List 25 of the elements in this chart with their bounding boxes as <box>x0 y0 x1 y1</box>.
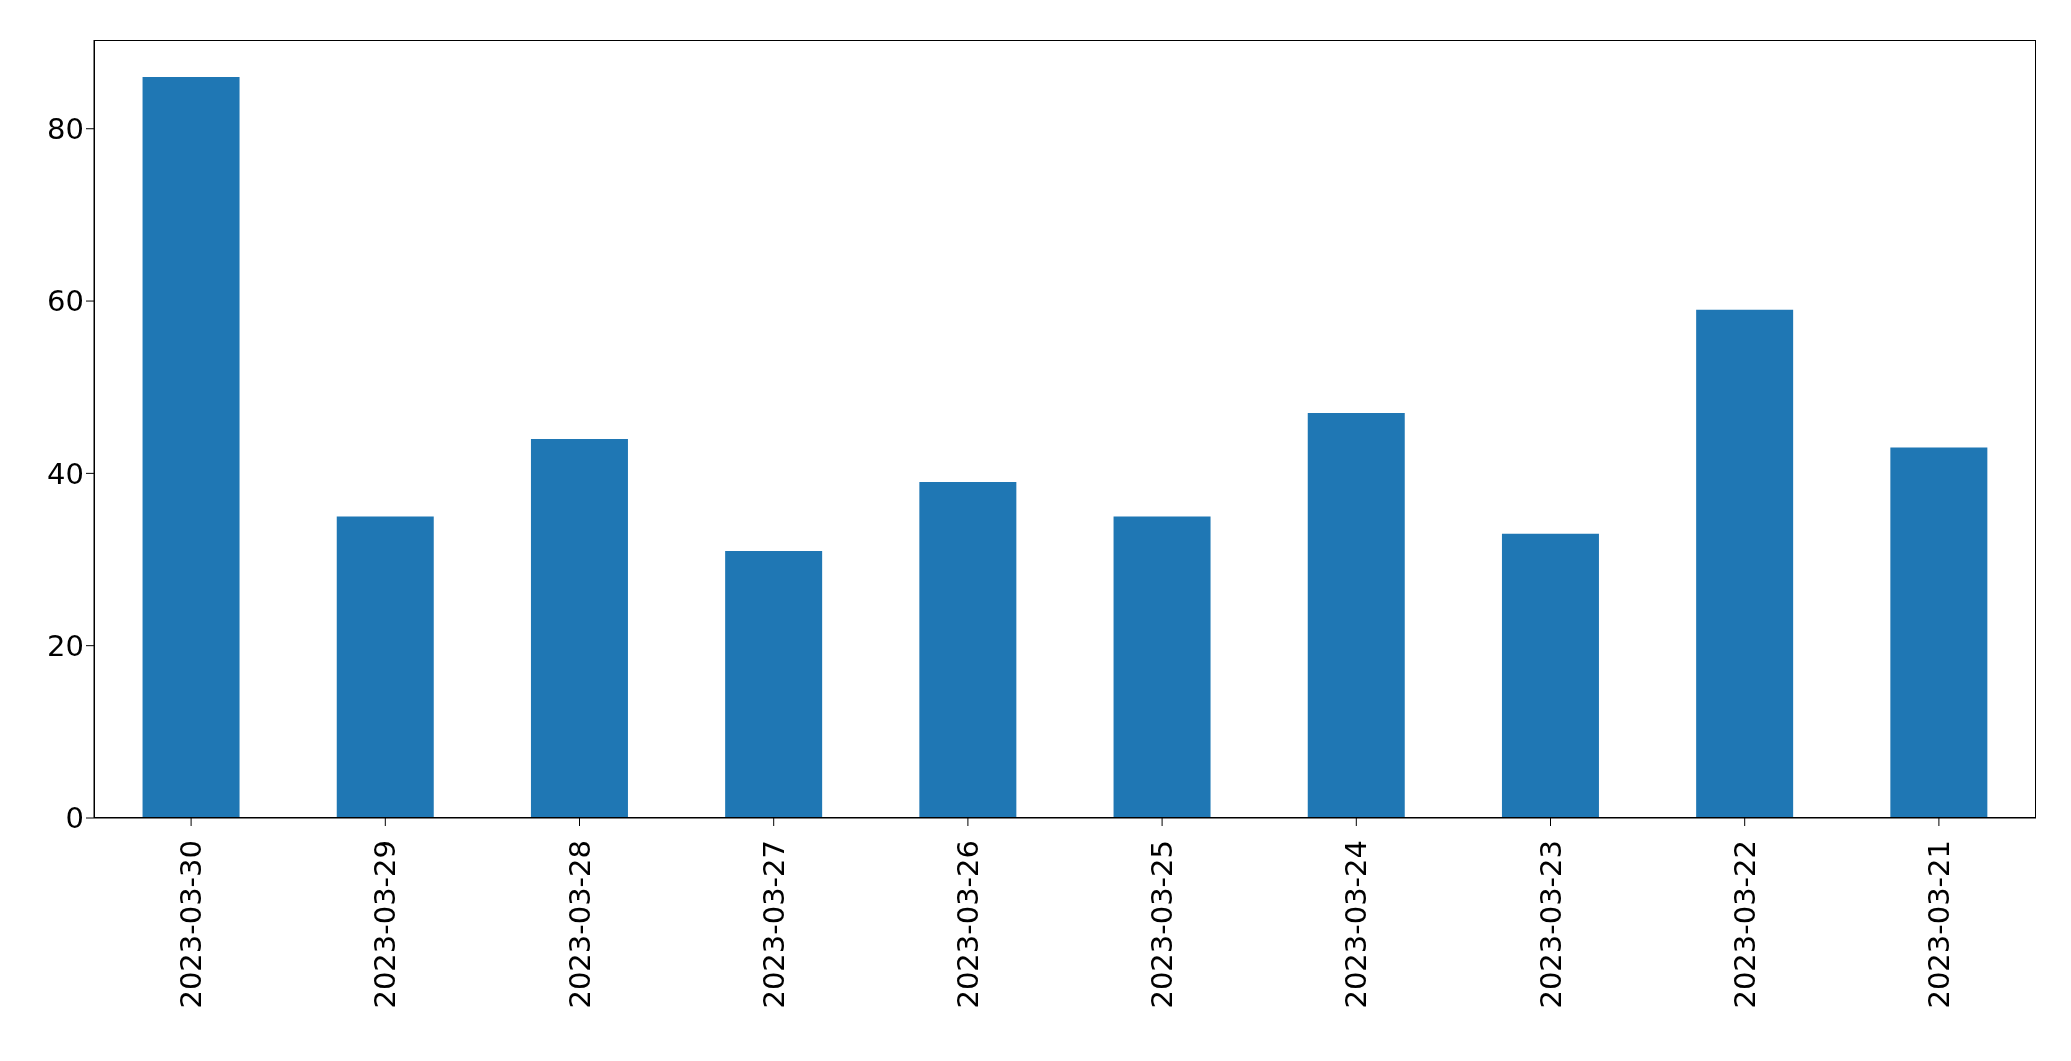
y-tick-label: 40 <box>47 456 84 491</box>
x-tick-label: 2023-03-28 <box>562 840 597 1009</box>
y-tick-label: 20 <box>47 628 84 663</box>
bar <box>336 516 434 818</box>
bar <box>1696 309 1794 818</box>
x-tick-label: 2023-03-30 <box>174 840 209 1009</box>
bar <box>530 438 628 818</box>
x-tick-label: 2023-03-24 <box>1339 840 1374 1009</box>
bar <box>142 77 240 818</box>
bar <box>919 481 1017 818</box>
x-tick-label: 2023-03-27 <box>756 840 791 1009</box>
bar <box>1113 516 1211 818</box>
x-tick-label: 2023-03-21 <box>1921 840 1956 1009</box>
x-tick-label: 2023-03-25 <box>1145 840 1180 1009</box>
x-tick-label: 2023-03-26 <box>950 840 985 1009</box>
bar <box>1307 413 1405 818</box>
bar <box>1501 533 1599 818</box>
bar <box>725 550 823 818</box>
bar <box>1890 447 1988 818</box>
x-tick-label: 2023-03-29 <box>368 840 403 1009</box>
x-tick-label: 2023-03-23 <box>1533 840 1568 1009</box>
x-tick-label: 2023-03-22 <box>1727 840 1762 1009</box>
y-tick-label: 80 <box>47 112 84 147</box>
y-tick-label: 0 <box>65 801 84 836</box>
y-tick-label: 60 <box>47 284 84 319</box>
